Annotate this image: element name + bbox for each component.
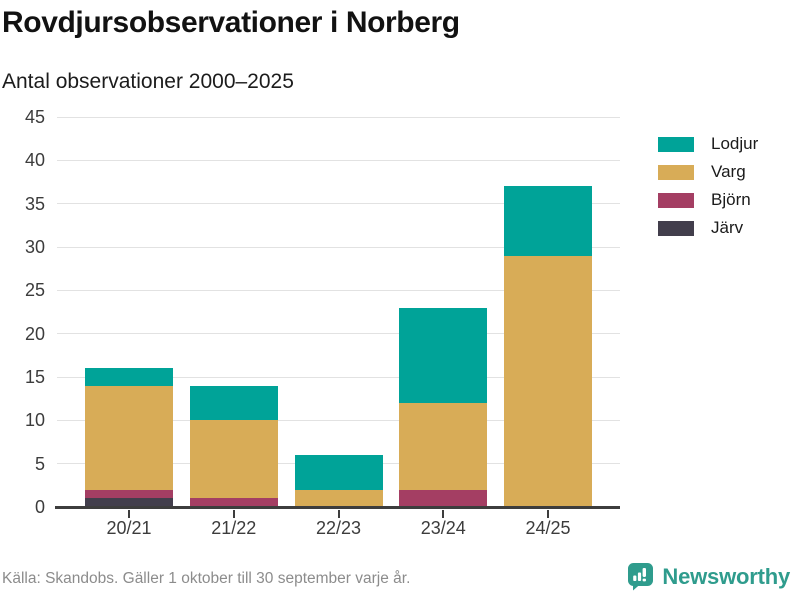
bar-segment-lodjur-23-24: [399, 307, 488, 403]
bar-segment-varg-20-21: [85, 385, 173, 490]
x-tick-label: 21/22: [211, 518, 257, 538]
legend-label: Varg: [711, 162, 746, 181]
newsworthy-logo: Newsworthy: [627, 562, 790, 591]
x-axis-baseline: [55, 506, 620, 509]
x-tick-label: 23/24: [420, 518, 466, 538]
bar-segment-varg-23-24: [399, 403, 488, 490]
y-tick-label: 30: [24, 237, 45, 257]
bar-segment-björn-21-22: [189, 498, 278, 507]
legend-label: Björn: [711, 190, 751, 209]
x-tick-mark: [442, 510, 445, 518]
x-tick-label: 24/25: [525, 518, 571, 538]
y-tick-label: 5: [34, 453, 45, 474]
bar-segment-varg-22-23: [294, 489, 383, 507]
y-tick-label: 15: [24, 367, 45, 387]
x-tick-mark: [337, 510, 340, 518]
legend-label: Järv: [711, 218, 744, 237]
gridline: [57, 246, 620, 248]
legend-swatch: [658, 192, 694, 208]
x-tick-mark: [547, 510, 549, 518]
y-axis-labels: 0 5 10 15 20 25 30 35 40 45: [0, 107, 45, 517]
legend: Lodjur Varg Björn Järv: [658, 134, 759, 248]
y-tick-label: 20: [24, 323, 45, 344]
y-tick-label: 10: [24, 410, 45, 431]
x-tick-mark: [128, 510, 130, 518]
legend-item-björn: Björn: [658, 190, 758, 209]
bar-segment-järv-20-21: [85, 498, 173, 507]
gridline: [57, 159, 620, 161]
y-tick-label: 0: [34, 497, 45, 517]
bar-segment-lodjur-20-21: [85, 368, 173, 386]
gridline: [57, 116, 620, 118]
x-tick-label: 20/21: [106, 518, 152, 538]
bar-segment-varg-24-25: [504, 255, 592, 507]
legend-item-lodjur: Lodjur: [658, 134, 759, 153]
legend-label: Lodjur: [711, 134, 759, 153]
legend-item-järv: Järv: [658, 218, 758, 237]
chart-title: Rovdjursobservationer i Norberg: [2, 6, 460, 39]
x-axis: 20/21 21/22 22/23 23/24 24/25: [57, 507, 620, 557]
y-tick-label: 35: [24, 193, 45, 214]
bar-segment-varg-21-22: [189, 420, 278, 499]
legend-swatch: [658, 220, 694, 236]
y-tick-label: 40: [24, 150, 45, 171]
bar-segment-björn-20-21: [85, 489, 173, 499]
bar-segment-lodjur-22-23: [294, 455, 383, 490]
bar-segment-lodjur-24-25: [504, 186, 592, 256]
gridline: [57, 203, 620, 205]
legend-swatch: [658, 164, 694, 180]
x-tick-label: 22/23: [315, 518, 362, 538]
legend-item-varg: Varg: [658, 162, 758, 181]
bar-segment-lodjur-21-22: [189, 385, 278, 421]
gridline: [57, 419, 620, 421]
x-tick-mark: [232, 510, 235, 518]
source-note: Källa: Skandobs. Gäller 1 oktober till 3…: [2, 570, 411, 587]
newsworthy-wordmark: Newsworthy: [662, 563, 790, 589]
plot-area: [57, 116, 620, 507]
chart-subtitle: Antal observationer 2000–2025: [2, 70, 294, 93]
y-tick-label: 25: [24, 280, 45, 301]
bar-segment-björn-23-24: [399, 489, 488, 507]
legend-swatch: [658, 136, 694, 152]
gridline: [57, 333, 620, 335]
y-tick-label: 45: [24, 107, 45, 127]
newsworthy-bubble-icon: [628, 563, 654, 591]
gridline: [57, 376, 620, 378]
gridline: [57, 289, 620, 291]
